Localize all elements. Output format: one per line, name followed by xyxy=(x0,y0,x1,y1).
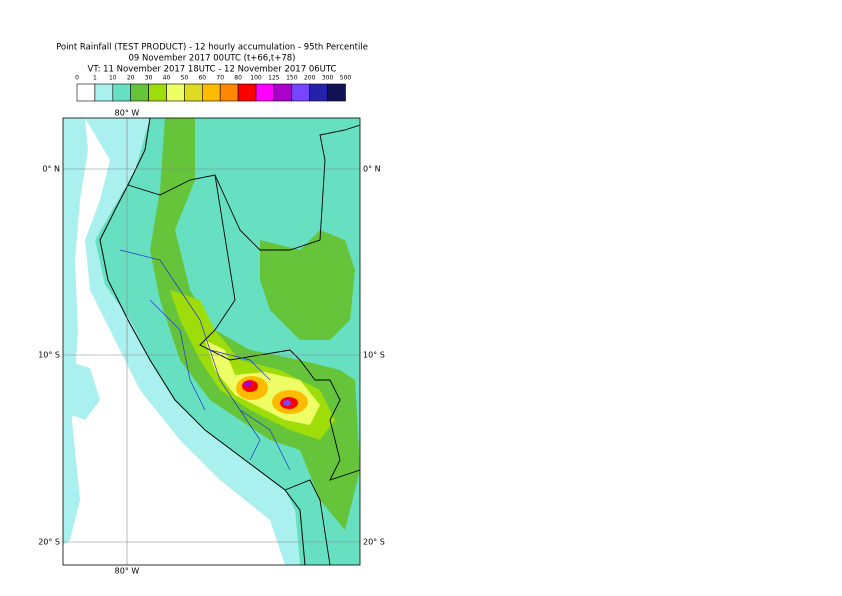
map: 80° W 80° W 0° N 0° N 10° S 10° S 20° S … xyxy=(38,109,385,576)
legend-swatch xyxy=(184,83,203,102)
coastline xyxy=(99,118,306,565)
title: Point Rainfall (TEST PRODUCT) - 12 hourl… xyxy=(56,43,368,53)
legend-label: 50 xyxy=(181,75,189,82)
legend-label: 150 xyxy=(286,75,298,82)
country-borders xyxy=(127,124,360,565)
rain-20 xyxy=(260,230,355,340)
legend-swatch xyxy=(148,83,167,102)
lat-label: 10° S xyxy=(38,351,60,360)
legend-label: 1 xyxy=(93,75,97,82)
legend-label: 100 xyxy=(250,75,262,82)
legend-label: 500 xyxy=(340,75,352,82)
legend-swatch xyxy=(309,83,328,102)
legend-label: 60 xyxy=(198,75,206,82)
ocean-rain xyxy=(63,360,100,420)
lon-label: 80° W xyxy=(115,567,140,576)
legend-label: 40 xyxy=(163,75,171,82)
legend-label: 20 xyxy=(127,75,135,82)
legend-label: 125 xyxy=(268,75,280,82)
lat-label: 0° N xyxy=(363,165,381,174)
legend-swatch xyxy=(94,83,114,102)
lon-label: 80° W xyxy=(115,109,140,118)
legend-label: 80 xyxy=(234,75,242,82)
subtitle: 09 November 2017 00UTC (t+66,t+78) xyxy=(128,54,295,64)
legend-swatch xyxy=(291,83,310,102)
legend-label: 30 xyxy=(145,75,153,82)
legend-label: 0 xyxy=(75,75,79,82)
map-frame xyxy=(62,117,361,566)
legend-swatch xyxy=(237,83,257,102)
legend-swatch xyxy=(255,83,275,102)
legend: 0 1 10 20 30 40 50 60 70 80 100 125 150 200 300 500 xyxy=(75,75,351,102)
coastal-rain xyxy=(85,118,300,565)
legend-swatch xyxy=(219,83,239,102)
valid-time: VT: 11 November 2017 18UTC - 12 November… xyxy=(88,65,337,75)
legend-swatch xyxy=(112,83,132,102)
lat-label: 20° S xyxy=(363,538,385,547)
ocean-rain xyxy=(63,118,88,545)
rain-125 xyxy=(244,381,252,387)
legend-label: 10 xyxy=(109,75,117,82)
lat-label: 0° N xyxy=(42,165,60,174)
legend-label: 70 xyxy=(216,75,224,82)
rain-150 xyxy=(283,400,291,406)
legend-label: 300 xyxy=(322,75,334,82)
lat-label: 20° S xyxy=(38,538,60,547)
legend-swatch xyxy=(76,83,96,102)
legend-label: 200 xyxy=(304,75,316,82)
legend-swatch xyxy=(166,83,185,102)
legend-swatch xyxy=(130,83,149,102)
legend-swatch xyxy=(273,83,293,102)
lat-label: 10° S xyxy=(363,351,385,360)
legend-swatch xyxy=(327,83,346,102)
legend-swatch xyxy=(202,83,221,102)
